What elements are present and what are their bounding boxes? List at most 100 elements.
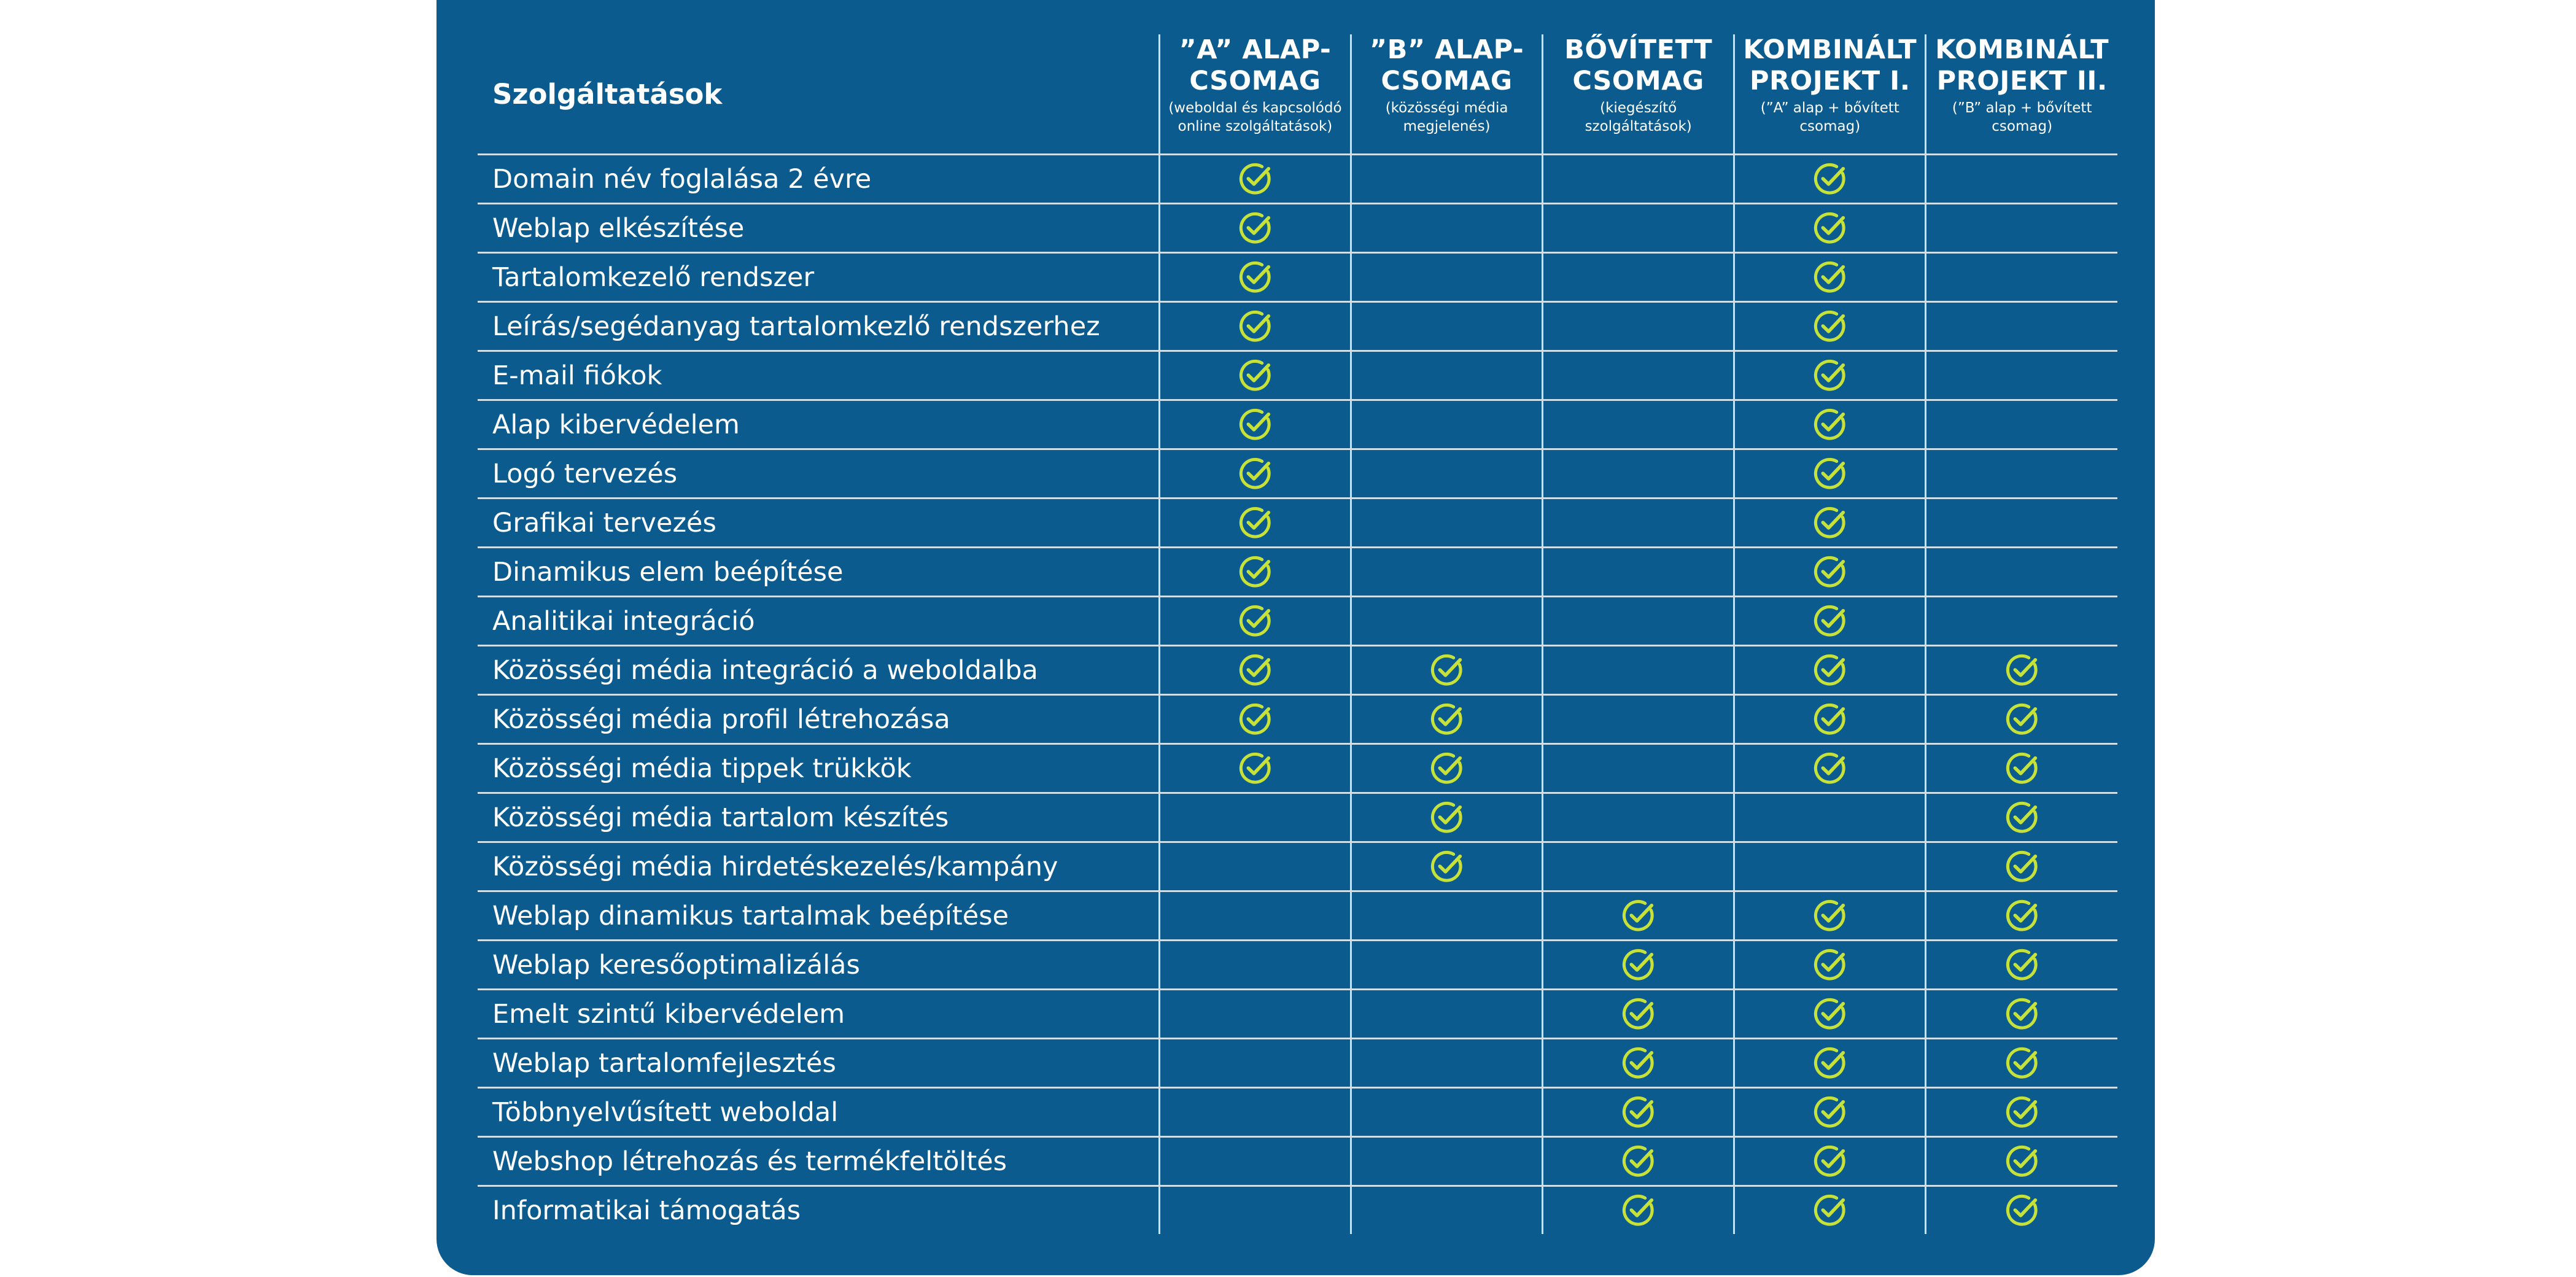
package-cell <box>1350 154 1543 204</box>
check-circle-icon <box>2003 1044 2041 1082</box>
package-cell <box>1158 547 1351 597</box>
package-cell <box>1158 252 1351 303</box>
package-title: BŐVÍTETT CSOMAG <box>1564 34 1713 96</box>
check-circle-icon <box>2003 701 2041 738</box>
package-cell <box>1925 351 2117 401</box>
package-cell <box>1733 743 1926 794</box>
table-row: Közösségi média tartalom készítés <box>478 793 2117 843</box>
service-name: Emelt szintű kibervédelem <box>478 989 1160 1039</box>
check-circle-icon <box>1236 750 1274 787</box>
check-circle-icon <box>1811 308 1849 345</box>
package-cell <box>1350 1136 1543 1187</box>
package-subtitle: (közösségi média megjelenés) <box>1385 100 1508 134</box>
package-cell <box>1542 400 1734 450</box>
check-circle-icon <box>1811 209 1849 247</box>
table-row: Többnyelvűsített weboldal <box>478 1087 2117 1138</box>
check-circle-icon <box>1236 406 1274 443</box>
check-circle-icon <box>2003 651 2041 689</box>
package-cell <box>1542 743 1734 794</box>
service-name: Weblap keresőoptimalizálás <box>478 940 1160 990</box>
check-circle-icon <box>2003 1143 2041 1180</box>
service-name: Webshop létrehozás és termékfeltöltés <box>478 1136 1160 1187</box>
package-cell <box>1350 694 1543 745</box>
service-name: Többnyelvűsített weboldal <box>478 1087 1160 1138</box>
package-cell <box>1158 1186 1351 1234</box>
package-subtitle: (”A” alap + bővített csomag) <box>1760 100 1899 134</box>
package-cell <box>1733 596 1926 646</box>
service-name: Dinamikus elem beépítése <box>478 547 1160 597</box>
package-cell <box>1925 252 2117 303</box>
check-circle-icon <box>1236 602 1274 640</box>
table-row: E-mail fiókok <box>478 351 2117 401</box>
package-cell <box>1733 203 1926 254</box>
package-cell <box>1350 203 1543 254</box>
service-name: Weblap elkészítése <box>478 203 1160 254</box>
table-row: Weblap elkészítése <box>478 203 2117 254</box>
table-row: Leírás/segédanyag tartalomkezlő rendszer… <box>478 301 2117 352</box>
package-header-kombinalt-projekt-2: KOMBINÁLT PROJEKT II. (”B” alap + bővíte… <box>1925 34 2117 155</box>
table-row: Weblap dinamikus tartalmak beépítése <box>478 891 2117 941</box>
package-cell <box>1350 252 1543 303</box>
check-circle-icon <box>1236 357 1274 394</box>
package-cell <box>1733 351 1926 401</box>
package-cell <box>1925 1136 2117 1187</box>
package-cell <box>1925 1186 2117 1234</box>
services-column-header: Szolgáltatások <box>478 34 1160 155</box>
check-circle-icon <box>1428 651 1465 689</box>
package-cell <box>1350 596 1543 646</box>
package-cell <box>1542 547 1734 597</box>
package-header-bovitett-csomag: BŐVÍTETT CSOMAG (kiegészítő szolgáltatás… <box>1542 34 1734 155</box>
package-cell <box>1350 498 1543 548</box>
package-cell <box>1542 940 1734 990</box>
check-circle-icon <box>1811 651 1849 689</box>
package-cell <box>1542 842 1734 892</box>
package-cell <box>1158 498 1351 548</box>
package-cell <box>1925 203 2117 254</box>
package-cell <box>1158 400 1351 450</box>
package-cell <box>1925 154 2117 204</box>
package-title: KOMBINÁLT PROJEKT I. <box>1743 34 1917 96</box>
check-circle-icon <box>1811 406 1849 443</box>
check-circle-icon <box>1428 701 1465 738</box>
service-name: Domain név foglalása 2 évre <box>478 154 1160 204</box>
package-cell <box>1542 1038 1734 1089</box>
package-cell <box>1925 842 2117 892</box>
package-cell <box>1733 1186 1926 1234</box>
package-cell <box>1158 596 1351 646</box>
package-title: ”A” ALAP- CSOMAG <box>1179 34 1332 96</box>
package-cell <box>1733 301 1926 352</box>
service-name: Weblap tartalomfejlesztés <box>478 1038 1160 1089</box>
package-cell <box>1158 1136 1351 1187</box>
check-circle-icon <box>2003 1192 2041 1229</box>
check-circle-icon <box>1811 897 1849 934</box>
table-row: Alap kibervédelem <box>478 400 2117 450</box>
package-cell <box>1925 891 2117 941</box>
package-cell <box>1733 1038 1926 1089</box>
package-cell <box>1542 1136 1734 1187</box>
check-circle-icon <box>2003 750 2041 787</box>
package-cell <box>1925 547 2117 597</box>
package-cell <box>1158 154 1351 204</box>
table-row: Weblap keresőoptimalizálás <box>478 940 2117 990</box>
package-cell <box>1542 301 1734 352</box>
package-cell <box>1350 989 1543 1039</box>
package-cell <box>1158 842 1351 892</box>
check-circle-icon <box>1428 799 1465 836</box>
check-circle-icon <box>1811 995 1849 1033</box>
table-row: Közösségi média hirdetéskezelés/kampány <box>478 842 2117 892</box>
service-name: Közösségi média tartalom készítés <box>478 793 1160 843</box>
check-circle-icon <box>1811 701 1849 738</box>
check-circle-icon <box>1811 357 1849 394</box>
check-circle-icon <box>1811 553 1849 591</box>
package-cell <box>1158 694 1351 745</box>
package-cell <box>1925 1087 2117 1138</box>
package-header-a-alapcsomag: ”A” ALAP- CSOMAG (weboldal és kapcsolódó… <box>1158 34 1351 155</box>
check-circle-icon <box>1236 160 1274 198</box>
table-row: Dinamikus elem beépítése <box>478 547 2117 597</box>
package-cell <box>1542 252 1734 303</box>
package-cell <box>1925 400 2117 450</box>
check-circle-icon <box>1236 308 1274 345</box>
package-cell <box>1158 449 1351 499</box>
package-cell <box>1350 400 1543 450</box>
package-cell <box>1733 891 1926 941</box>
